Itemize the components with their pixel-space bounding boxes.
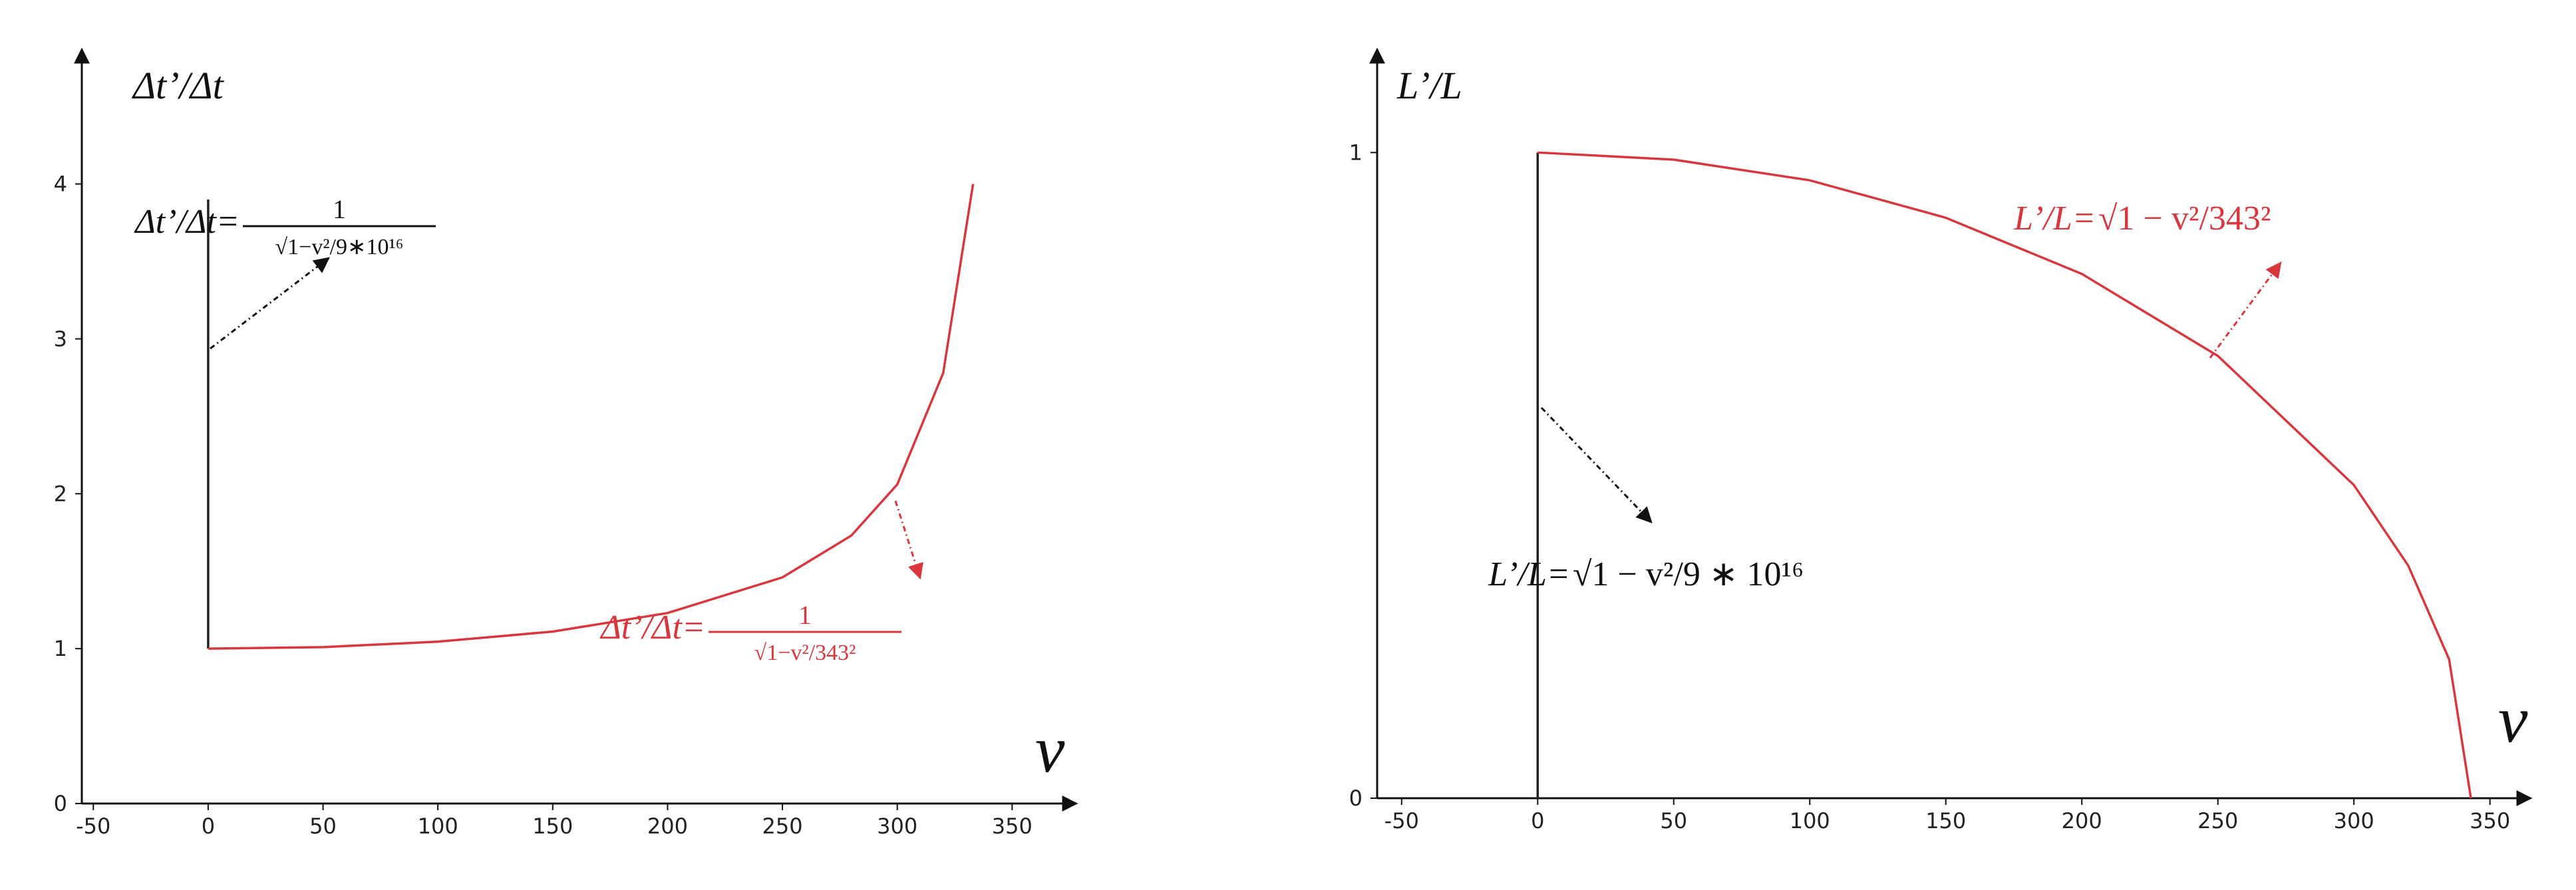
formula-denominator: √1−v²/9∗10¹⁶ — [275, 235, 403, 259]
pointer-arrow — [2209, 261, 2282, 359]
formula-expression: √1 − v²/343² — [2098, 200, 2271, 237]
y-tick-label: 1 — [1349, 140, 1363, 165]
pointer-arrows — [210, 257, 2282, 580]
x-tick-label: 300 — [2334, 808, 2374, 833]
x-axis-label: v — [1035, 712, 1065, 786]
x-tick-label: 250 — [2197, 808, 2238, 833]
x-tick-label: -50 — [76, 814, 110, 839]
formula-lhs: Δt’/Δt= — [599, 609, 705, 647]
x-tick-label: 100 — [1790, 808, 1830, 833]
formula-expression: √1 − v²/9 ∗ 10¹⁶ — [1573, 555, 1804, 593]
x-tick-label: 50 — [1660, 808, 1687, 833]
pointer-arrow — [894, 500, 923, 580]
chart: -50 0 50 100 150 200 250 300 350 0 1 2 3 4 Δt’/Δt v Δt’/… — [54, 47, 1078, 839]
y-tick-label: 4 — [54, 172, 67, 197]
x-tick-label: 350 — [2470, 808, 2510, 833]
y-axis-label: Δt’/Δt — [132, 64, 225, 107]
formula-denominator: √1−v²/343² — [754, 641, 856, 665]
x-tick-label: 50 — [309, 814, 337, 839]
y-tick-label: 0 — [1349, 786, 1363, 811]
x-tick-label: 200 — [2062, 808, 2102, 833]
x-tick-label: 150 — [1925, 808, 1966, 833]
formula-numerator: 1 — [798, 600, 812, 630]
x-tick-label: 200 — [647, 814, 688, 839]
pointer-arrow — [210, 257, 330, 350]
x-tick-label: 0 — [202, 814, 215, 839]
data-line — [208, 184, 975, 650]
x-tick-label: -50 — [1384, 808, 1419, 833]
x-tick-label: 350 — [992, 814, 1033, 839]
x-axis-label: v — [2498, 682, 2528, 756]
y-tick-label: 3 — [54, 326, 67, 351]
formula-numerator: 1 — [333, 194, 346, 224]
y-tick-label: 1 — [54, 636, 67, 661]
x-tick-label: 250 — [762, 814, 803, 839]
x-tick-label: 100 — [418, 814, 458, 839]
x-tick-label: 0 — [1531, 808, 1544, 833]
x-tick-label: 150 — [532, 814, 573, 839]
y-tick-label: 0 — [54, 791, 67, 816]
y-tick-label: 2 — [54, 481, 67, 506]
data-line — [1537, 151, 2472, 799]
formula-lhs: L’/L= — [1488, 555, 1570, 593]
formula-lhs: L’/L= — [2013, 200, 2096, 237]
x-tick-label: 300 — [877, 814, 917, 839]
y-axis-label: L’/L — [1396, 64, 1462, 107]
pointer-arrow — [1540, 406, 1653, 523]
formula-lhs: Δt’/Δt= — [134, 203, 240, 241]
